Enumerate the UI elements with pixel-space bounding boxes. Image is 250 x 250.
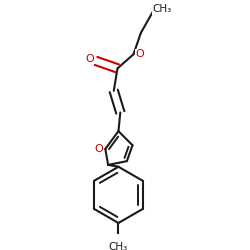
Text: CH₃: CH₃	[153, 4, 172, 14]
Text: O: O	[94, 144, 103, 154]
Text: CH₃: CH₃	[109, 242, 128, 250]
Text: O: O	[85, 54, 94, 64]
Text: O: O	[136, 49, 144, 59]
